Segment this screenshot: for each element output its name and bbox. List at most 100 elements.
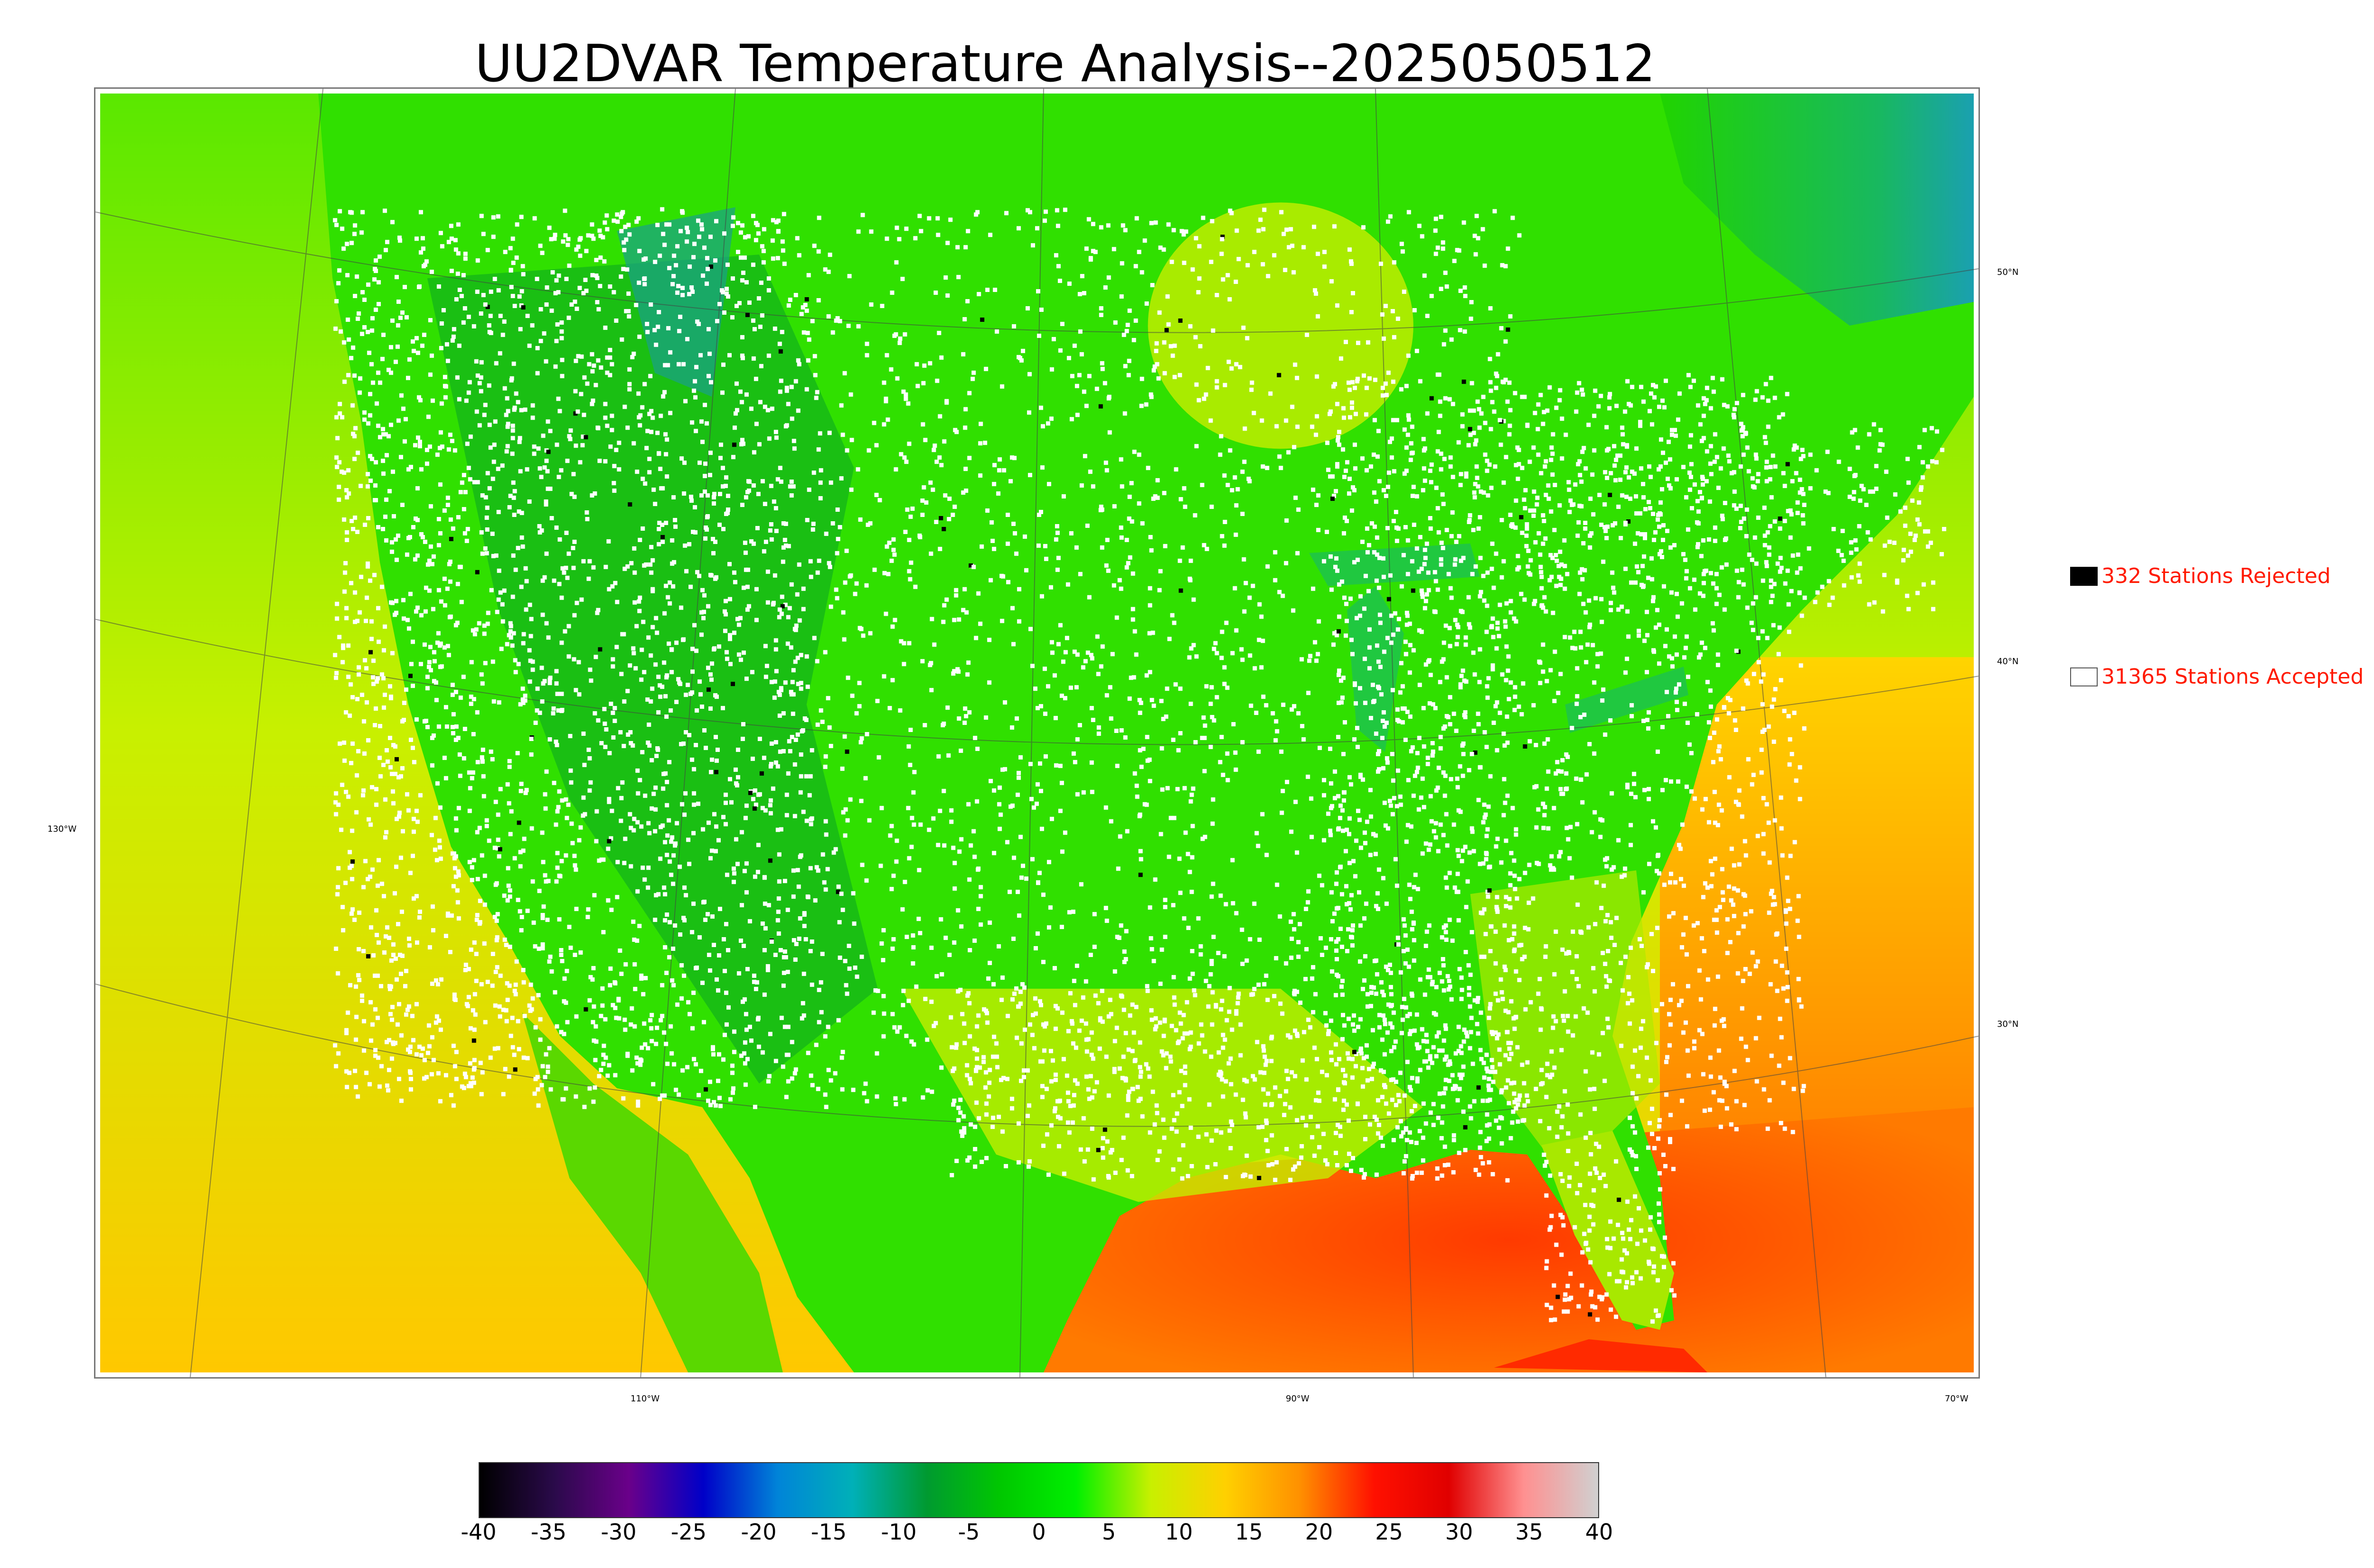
- station-marker: [691, 529, 696, 534]
- station-marker: [1724, 1106, 1729, 1111]
- station-marker: [943, 936, 948, 940]
- station-marker: [1293, 1074, 1298, 1079]
- station-marker: [1137, 501, 1141, 506]
- station-marker: [431, 733, 436, 738]
- station-marker: [824, 531, 829, 536]
- station-marker: [1717, 592, 1722, 597]
- station-marker: [656, 324, 660, 329]
- station-marker: [361, 788, 366, 793]
- station-marker: [451, 884, 456, 889]
- station-marker: [961, 490, 966, 495]
- station-marker: [402, 616, 406, 621]
- station-marker: [1309, 835, 1314, 839]
- station-marker: [1684, 784, 1689, 789]
- station-marker: [1708, 688, 1713, 693]
- station-marker: [1351, 923, 1355, 928]
- station-marker: [763, 926, 768, 931]
- station-marker: [585, 517, 590, 521]
- station-marker: [1469, 1015, 1474, 1020]
- station-marker: [518, 327, 523, 331]
- station-marker: [1221, 277, 1225, 282]
- station-marker: [1209, 961, 1214, 966]
- station-marker: [1460, 412, 1465, 417]
- station-marker: [1476, 484, 1480, 489]
- station-marker: [942, 526, 946, 531]
- station-marker: [1405, 710, 1410, 714]
- station-marker: [1219, 252, 1224, 256]
- station-marker: [453, 238, 458, 243]
- station-marker: [739, 903, 744, 908]
- station-marker: [1707, 499, 1712, 504]
- station-marker: [725, 263, 730, 267]
- station-marker: [418, 793, 423, 798]
- station-marker: [1510, 937, 1515, 942]
- station-marker: [601, 1052, 606, 1057]
- station-marker: [892, 333, 897, 338]
- station-marker: [397, 1002, 402, 1006]
- station-marker: [1679, 998, 1684, 1003]
- station-marker: [376, 606, 381, 610]
- station-marker: [707, 374, 711, 378]
- station-marker: [701, 273, 706, 278]
- station-marker: [582, 1105, 587, 1109]
- station-marker: [368, 578, 373, 583]
- station-marker: [567, 434, 572, 439]
- station-marker: [768, 858, 772, 863]
- station-marker: [1289, 829, 1294, 834]
- station-marker: [1493, 1030, 1498, 1035]
- station-marker: [690, 669, 695, 674]
- station-marker: [1024, 876, 1029, 881]
- station-marker: [751, 263, 755, 267]
- station-marker: [1436, 430, 1441, 434]
- station-marker: [430, 562, 434, 566]
- station-marker: [878, 864, 883, 868]
- station-marker: [1296, 954, 1301, 959]
- station-marker: [1370, 683, 1375, 687]
- station-marker: [730, 1063, 735, 1068]
- station-marker: [627, 387, 632, 392]
- station-marker: [775, 477, 780, 482]
- station-marker: [458, 695, 463, 700]
- station-marker: [1387, 798, 1392, 803]
- station-marker: [1795, 511, 1800, 516]
- station-marker: [1290, 707, 1294, 712]
- station-marker: [670, 835, 675, 840]
- station-marker: [1333, 796, 1338, 800]
- station-marker: [439, 321, 444, 326]
- station-marker: [1200, 735, 1205, 740]
- station-marker: [1148, 670, 1152, 675]
- station-marker: [1788, 737, 1792, 742]
- station-marker: [1705, 680, 1710, 685]
- station-marker: [1036, 931, 1040, 936]
- station-marker: [369, 1038, 374, 1043]
- station-marker: [1503, 377, 1508, 382]
- station-marker: [796, 408, 801, 413]
- station-marker: [1421, 437, 1426, 441]
- station-marker: [1486, 493, 1490, 498]
- station-marker: [1133, 264, 1138, 269]
- station-marker: [386, 759, 390, 764]
- station-marker: [1422, 744, 1426, 749]
- station-marker: [861, 633, 866, 638]
- station-marker: [1072, 649, 1077, 654]
- station-marker: [795, 236, 800, 241]
- station-marker: [1290, 404, 1295, 409]
- station-marker: [507, 759, 512, 763]
- station-marker: [735, 747, 740, 752]
- station-marker: [1652, 395, 1657, 400]
- station-marker: [775, 918, 780, 923]
- station-marker: [472, 940, 477, 945]
- station-marker: [937, 455, 942, 460]
- station-marker: [350, 741, 355, 746]
- station-marker: [350, 877, 355, 882]
- station-marker: [1261, 1087, 1266, 1092]
- station-marker: [577, 692, 582, 697]
- lake-erie: [1565, 667, 1688, 733]
- station-marker: [622, 566, 627, 571]
- station-marker: [449, 224, 453, 228]
- station-marker: [725, 873, 729, 877]
- station-marker: [1230, 858, 1235, 863]
- station-marker: [703, 489, 707, 494]
- station-marker: [702, 900, 707, 904]
- station-marker: [1220, 629, 1225, 634]
